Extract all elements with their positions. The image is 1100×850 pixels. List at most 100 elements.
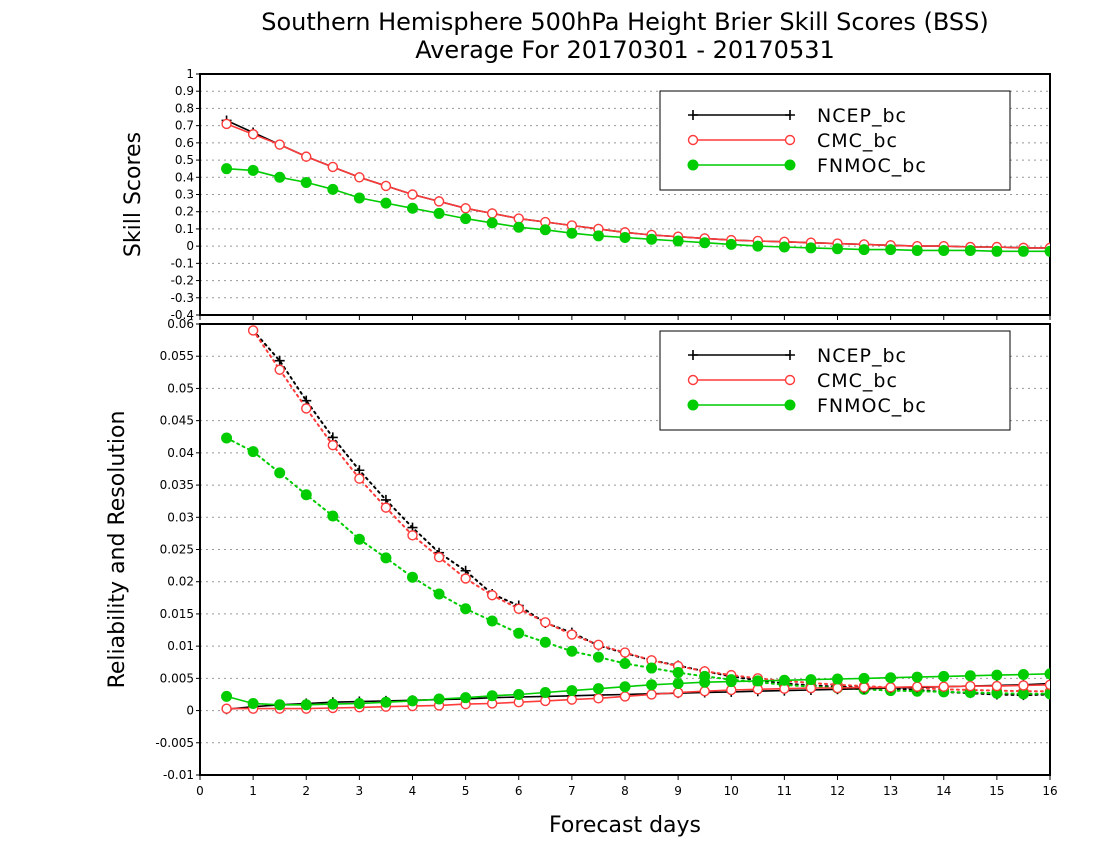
relres-legend-fnmoc-bc-label: FNMOC_bc [817, 395, 927, 417]
relres-fnmoc-bc-reliability-point [619, 681, 631, 693]
relres-fnmoc-bc-resolution-point [1044, 688, 1050, 700]
relres-fnmoc-bc-resolution-point [433, 588, 445, 600]
relres-y-tick-label: 0.015 [160, 607, 194, 621]
relres-fnmoc-bc-reliability-point [832, 673, 843, 685]
relres-fnmoc-bc-reliability-point [247, 697, 259, 709]
skill-fnmoc-bc-point [699, 237, 711, 249]
skill-y-tick-label: 0.2 [175, 205, 194, 219]
relres-fnmoc-bc-reliability-point [566, 685, 578, 697]
skill-cmc-bc-point [380, 180, 392, 192]
relres-legend-fnmoc-bc-marker [784, 399, 796, 411]
skill-cmc-bc-point [274, 139, 285, 150]
relres-cmc-bc-reliability-point [965, 680, 976, 692]
skill-y-tick-label: -0.3 [171, 291, 194, 305]
x-tick-label: 4 [409, 784, 417, 798]
skill-cmc-bc-point [247, 129, 259, 140]
skill-legend-fnmoc-bc-label: FNMOC_bc [817, 155, 927, 177]
skill-y-tick-label: 0.5 [175, 153, 194, 167]
relres-cmc-bc-resolution-point [486, 590, 498, 601]
x-axis-label: Forecast days [549, 813, 701, 838]
relres-fnmoc-bc-resolution-point [221, 432, 233, 444]
relres-fnmoc-bc-reliability-point [778, 674, 790, 686]
relres-fnmoc-bc-reliability-point [885, 672, 897, 684]
relres-cmc-bc-reliability-point [832, 682, 843, 694]
relres-cmc-bc-reliability-point [938, 681, 949, 692]
skill-fnmoc-bc-point [327, 183, 339, 195]
relres-fnmoc-bc-resolution-line [225, 437, 1050, 695]
x-tick-label: 2 [302, 784, 310, 798]
relres-cmc-bc-reliability-point [221, 703, 232, 714]
relres-y-tick-label: 0.06 [167, 317, 194, 331]
relres-legend-ncep-bc-marker [785, 350, 795, 360]
skill-fnmoc-bc-point [885, 244, 897, 256]
chart-title-line2: Average For 20170301 - 20170531 [415, 36, 835, 64]
skill-cmc-bc-point [301, 151, 312, 162]
skill-score-panel: -0.4 -0.3 -0.2 -0.1 0 0.1 0.2 0.3 0.4 0.5 0.6 0.7 0.… [121, 67, 1051, 322]
relres-legend-ncep-bc-label: NCEP_bc [817, 345, 907, 367]
skill-fnmoc-bc-point [1017, 245, 1029, 257]
relres-fnmoc-bc-reliability-point [300, 699, 312, 711]
relres-cmc-bc-resolution-point [513, 603, 524, 614]
skill-legend-cmc-bc-marker [687, 134, 699, 146]
skill-fnmoc-bc-point [407, 202, 418, 214]
skill-cmc-bc-point [460, 203, 471, 214]
relres-y-tick-label: -0.01 [163, 768, 194, 782]
relres-legend: NCEP_bc CMC_bc FNMOC_bc [659, 330, 1011, 431]
relres-y-tick-label: 0.03 [167, 510, 194, 524]
relres-fnmoc-bc-reliability-point [539, 687, 551, 699]
relres-fnmoc-bc-reliability-point [513, 688, 525, 700]
relres-y-tick-label: 0.035 [160, 478, 194, 492]
relres-y-tick-label: 0.01 [167, 639, 194, 653]
relres-cmc-bc-reliability-point [1018, 680, 1029, 691]
x-tick-label: 11 [777, 784, 792, 798]
skill-fnmoc-bc-point [832, 243, 843, 255]
relres-fnmoc-bc-reliability-point [991, 669, 1003, 681]
skill-y-tick-label: 0 [186, 239, 194, 253]
x-tick-label: 10 [724, 784, 739, 798]
relres-cmc-bc-reliability-point [858, 682, 870, 693]
relres-legend-fnmoc-bc-marker [687, 399, 699, 411]
skill-cmc-bc-point [327, 161, 339, 173]
relres-legend-ncep-bc-marker [688, 350, 698, 360]
relres-cmc-bc-reliability-point [885, 682, 896, 693]
skill-legend-cmc-bc-marker [784, 134, 796, 146]
relres-cmc-bc-reliability-point [911, 681, 923, 692]
skill-legend-cmc-bc-label: CMC_bc [817, 130, 898, 152]
relres-y-tick-label: 0.055 [160, 349, 194, 363]
relres-fnmoc-bc-reliability-point [221, 690, 233, 702]
x-tick-label: 12 [830, 784, 845, 798]
x-tick-label: 1 [249, 784, 257, 798]
relres-fnmoc-bc-reliability-point [752, 675, 764, 687]
skill-fnmoc-bc-point [752, 240, 764, 252]
skill-fnmoc-bc-point [486, 217, 498, 229]
skill-fnmoc-bc-point [911, 244, 923, 256]
skill-fnmoc-bc-point [991, 245, 1003, 257]
relres-fnmoc-bc-resolution-point [592, 651, 604, 663]
skill-fnmoc-bc-point [566, 227, 578, 239]
relres-cmc-bc-reliability-point [1044, 679, 1050, 690]
relres-y-tick-label: 0.045 [160, 414, 194, 428]
skill-y-tick-label: 0.1 [175, 222, 194, 236]
skill-fnmoc-bc-point [539, 224, 551, 236]
relres-cmc-bc-resolution-point [460, 573, 471, 584]
skill-fnmoc-bc-point [274, 171, 286, 183]
relres-fnmoc-bc-reliability-point [725, 676, 737, 688]
skill-fnmoc-bc-point [1044, 245, 1050, 257]
x-tick-label: 13 [883, 784, 898, 798]
skill-y-tick-label: 0.3 [175, 188, 194, 202]
relres-fnmoc-bc-reliability-point [353, 697, 365, 709]
skill-cmc-bc-point [354, 172, 365, 183]
relres-fnmoc-bc-resolution-point [380, 552, 392, 564]
skill-fnmoc-bc-point [964, 244, 976, 256]
relres-fnmoc-bc-resolution-point [327, 510, 339, 522]
relres-legend-cmc-bc-marker [687, 374, 699, 386]
relres-cmc-bc-resolution-point [593, 639, 604, 651]
skill-fnmoc-bc-point [778, 241, 790, 253]
relres-cmc-bc-resolution-point [619, 647, 631, 658]
relres-fnmoc-bc-reliability-point [1017, 668, 1029, 680]
x-tick-label: 7 [568, 784, 576, 798]
skill-legend-fnmoc-bc-marker [687, 159, 699, 171]
skill-y-tick-label: 1 [186, 67, 194, 81]
skill-cmc-bc-point [433, 196, 445, 207]
